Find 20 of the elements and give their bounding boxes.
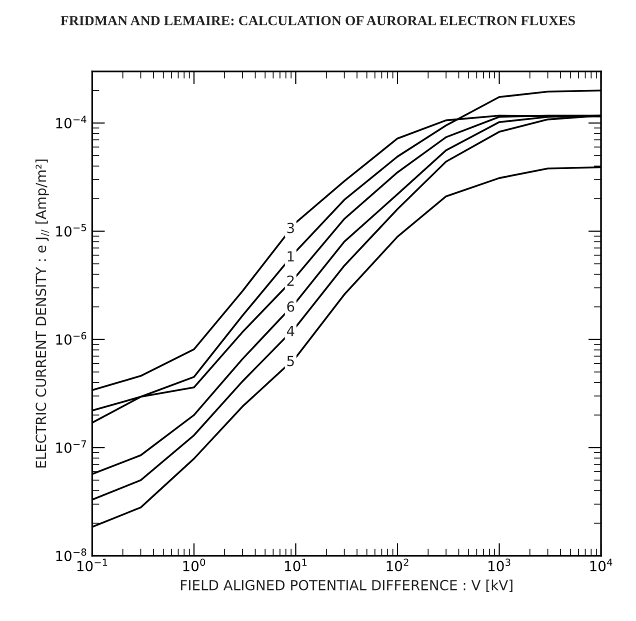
x-tick-label: 10$^{3}$: [488, 558, 510, 572]
x-tick-label: 10$^{1}$: [285, 558, 307, 572]
series-label: 4: [286, 326, 294, 336]
series-label: 6: [287, 301, 294, 312]
x-tick-label: 10$^{0}$: [183, 558, 206, 572]
y-tick-label: 10$^{−6}$: [56, 332, 86, 345]
series-label: 3: [287, 222, 294, 234]
series-label: 2: [287, 276, 294, 286]
y-axis-title: ELECTRIC CURRENT DENSITY : e J$_{//}$ [Amp/m²]: [35, 160, 50, 468]
x-tick-label: 10$^{4}$: [590, 558, 612, 572]
y-tick-label: 10$^{−8}$: [56, 548, 86, 562]
y-tick-label: 10$^{−7}$: [56, 440, 86, 453]
x-tick-label: 10$^{−1}$: [77, 558, 108, 572]
x-tick-label: 10$^{2}$: [386, 558, 408, 572]
y-tick-label: 10$^{−5}$: [56, 224, 86, 237]
y-tick-label: 10$^{−4}$: [56, 116, 86, 128]
chart-title: FRIDMAN AND LEMAIRE: CALCULATION OF AURORAL ELECTRON FLUXES: [60, 16, 575, 26]
series-label: 5: [287, 356, 294, 366]
series-label: 1: [288, 251, 294, 262]
x-axis-title: FIELD ALIGNED POTENTIAL DIFFERENCE : V [kV]: [181, 580, 512, 592]
